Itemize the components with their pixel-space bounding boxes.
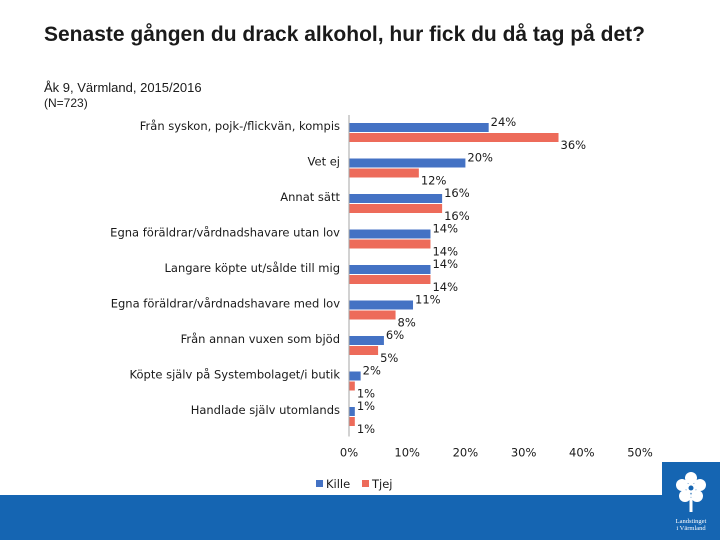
logo-text-line1: Landstinget (675, 518, 707, 525)
logo: Landstinget i Värmland (662, 462, 720, 540)
category-label: Handlade själv utomlands (191, 403, 340, 417)
bar-tjej (349, 381, 355, 391)
category-label: Från annan vuxen som bjöd (181, 332, 340, 346)
data-label-kille: 14% (432, 257, 458, 271)
data-label-kille: 20% (467, 151, 493, 165)
bar-kille (349, 407, 355, 416)
bar-tjej (349, 275, 431, 284)
data-label-tjej: 1% (357, 422, 375, 436)
x-tick-label: 10% (394, 446, 420, 460)
category-label: Från syskon, pojk-/flickvän, kompis (140, 119, 340, 133)
bar-tjej (349, 204, 443, 213)
x-tick-label: 30% (511, 446, 537, 460)
bar-tjej (349, 168, 419, 178)
category-label: Langare köpte ut/sålde till mig (164, 261, 340, 275)
flower-emblem-icon (676, 472, 706, 512)
sample-size-label: (N=723) (44, 96, 88, 110)
bar-kille (349, 158, 466, 168)
category-label: Egna föräldrar/vårdnadshavare med lov (111, 296, 340, 310)
bar-chart: Från syskon, pojk-/flickvän, kompis 24% 36… (110, 115, 653, 491)
data-label-tjej: 5% (380, 351, 398, 365)
bar-tjej (349, 417, 355, 426)
bar-tjej (349, 133, 559, 142)
bar-tjej (349, 346, 379, 355)
category-label: Köpte själv på Systembolaget/i butik (130, 367, 341, 381)
data-label-tjej: 8% (398, 316, 416, 330)
category-label: Egna föräldrar/vårdnadshavare utan lov (110, 225, 340, 239)
legend-swatch-tjej (362, 480, 369, 487)
data-label-tjej: 12% (421, 174, 447, 188)
data-label-kille: 1% (357, 399, 375, 413)
data-label-kille: 11% (415, 293, 441, 307)
bar-kille (349, 300, 414, 310)
category-label: Vet ej (308, 154, 340, 168)
x-tick-label: 20% (453, 446, 479, 460)
bar-kille (349, 265, 431, 274)
bar-tjej (349, 310, 396, 320)
legend-label-kille: Kille (326, 477, 350, 491)
x-tick-label: 0% (340, 446, 358, 460)
footer-bar (0, 495, 720, 540)
legend-swatch-kille (316, 480, 323, 487)
data-label-tjej: 1% (357, 387, 375, 401)
bar-kille (349, 336, 384, 345)
data-label-kille: 16% (444, 186, 470, 200)
bar-kille (349, 371, 361, 381)
data-label-kille: 2% (363, 364, 381, 378)
logo-text-line2: i Värmland (676, 525, 706, 532)
chart-title: Senaste gången du drack alkohol, hur fic… (44, 23, 645, 46)
data-label-kille: 24% (491, 115, 517, 129)
data-label-tjej: 16% (444, 209, 470, 223)
legend-label-tjej: Tjej (371, 477, 393, 491)
chart-subtitle: Åk 9, Värmland, 2015/2016 (44, 80, 202, 95)
category-label: Annat sätt (280, 190, 340, 204)
x-tick-label: 40% (569, 446, 595, 460)
bar-kille (349, 123, 489, 132)
data-label-kille: 14% (432, 222, 458, 236)
data-label-tjej: 36% (561, 138, 587, 152)
bar-kille (349, 194, 443, 203)
bar-tjej (349, 239, 431, 249)
data-label-kille: 6% (386, 328, 404, 342)
x-tick-label: 50% (627, 446, 653, 460)
bar-kille (349, 229, 431, 239)
data-label-tjej: 14% (432, 280, 458, 294)
data-label-tjej: 14% (432, 245, 458, 259)
